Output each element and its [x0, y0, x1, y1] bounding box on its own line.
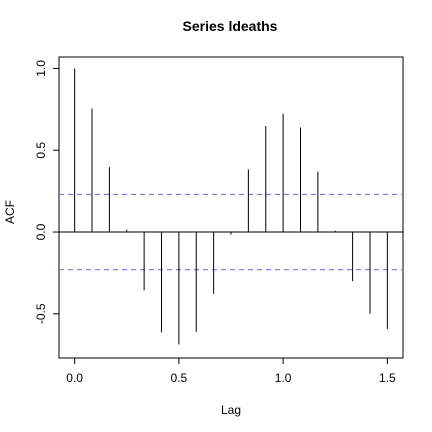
plot-frame: [58, 56, 404, 359]
chart-title: Series ldeaths: [183, 18, 278, 34]
y-axis-label: ACF: [3, 200, 17, 224]
x-tick-label-2: 1.0: [275, 371, 292, 385]
y-tick-label-0: -0.5: [34, 303, 48, 324]
plot-area: 0.0 0.5 1.0 1.5 -0.5 0.0 0.5 1.0: [34, 56, 404, 385]
y-tick-label-2: 0.5: [34, 142, 48, 159]
y-tick-label-1: 0.0: [34, 223, 48, 240]
x-tick-label-0: 0.0: [66, 371, 83, 385]
x-tick-label-1: 0.5: [171, 371, 188, 385]
x-tick-label-3: 1.5: [379, 371, 396, 385]
x-axis-label: Lag: [221, 403, 241, 417]
y-tick-label-3: 1.0: [34, 60, 48, 77]
